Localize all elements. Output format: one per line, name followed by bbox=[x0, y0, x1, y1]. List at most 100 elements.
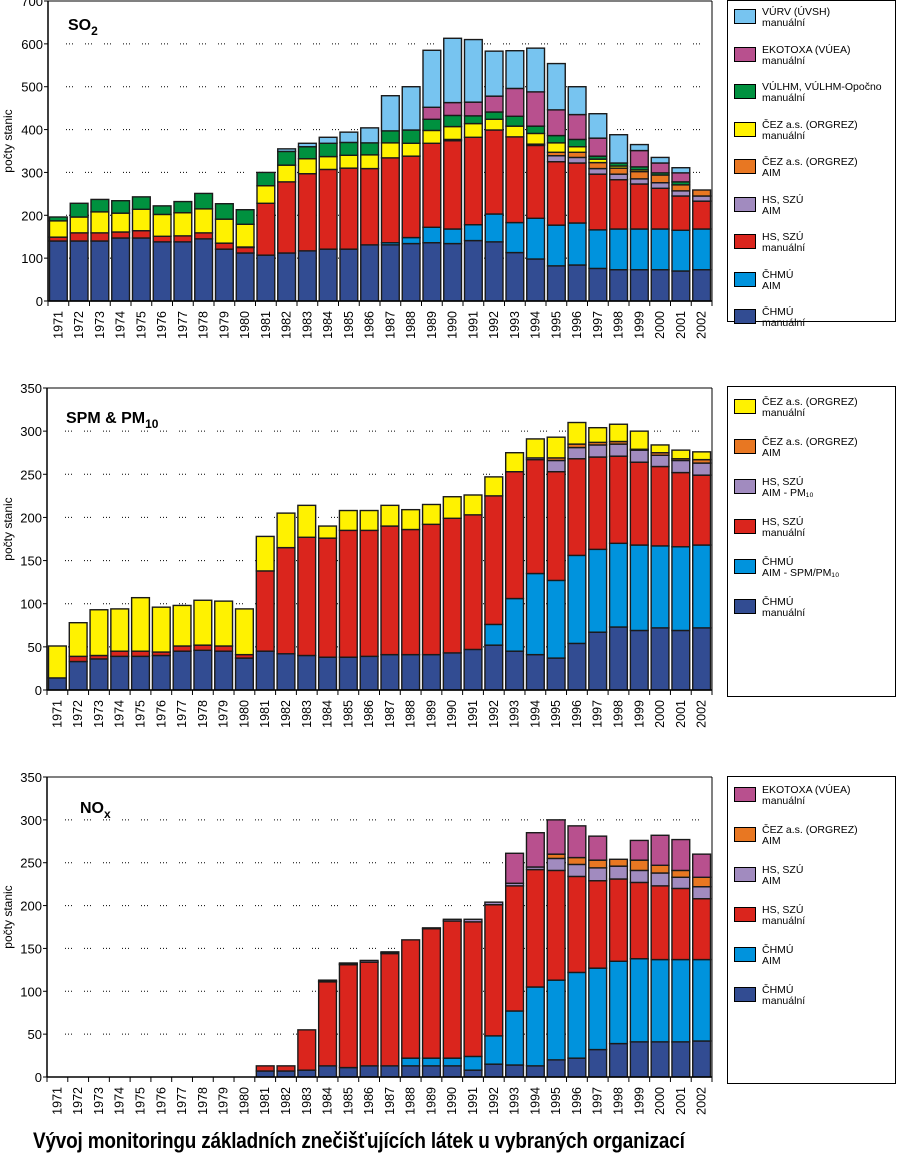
bar-segment-cez_man bbox=[484, 118, 504, 131]
bar-segment-chmu_man bbox=[317, 656, 338, 691]
y-tick-label: 150 bbox=[20, 941, 42, 956]
legend-item-hs_aim: HS, SZÚ AIM bbox=[734, 865, 803, 887]
bar-segment-cez_man bbox=[525, 438, 545, 459]
bar-segment-vurv_man bbox=[609, 134, 629, 164]
x-tick-label: 1976 bbox=[155, 311, 169, 339]
bar-segment-hs_man bbox=[256, 202, 276, 256]
legend-label-line1: ČEZ a.s. (ORGREZ) bbox=[762, 118, 858, 131]
bar-segment-hs_man bbox=[484, 129, 504, 215]
bar-segment-chmu_man bbox=[297, 654, 317, 691]
x-tick-label: 1977 bbox=[176, 311, 190, 339]
bar-segment-hs_man bbox=[214, 242, 234, 250]
bar-segment-chmu_man bbox=[401, 242, 421, 302]
bar-segment-hs_aim bbox=[567, 863, 587, 878]
bar-segment-hs_man bbox=[68, 655, 88, 663]
x-tick-label: 1981 bbox=[259, 311, 273, 339]
legend-swatch bbox=[734, 479, 756, 494]
x-tick-label: 1971 bbox=[51, 311, 65, 339]
bar-segment-ekotoxa_man bbox=[629, 839, 649, 861]
x-tick-label: 1978 bbox=[196, 1087, 210, 1115]
x-tick-label: 1972 bbox=[71, 700, 85, 728]
bar-segment-cez_man bbox=[567, 421, 587, 445]
bar-segment-cez_man bbox=[110, 608, 130, 652]
x-tick-label: 1981 bbox=[258, 700, 272, 728]
bar-segment-chmu_aim bbox=[588, 229, 608, 270]
y-tick-label: 200 bbox=[20, 510, 42, 525]
x-tick-label: 1976 bbox=[154, 1087, 168, 1115]
legend-label-line1: ČHMÚ bbox=[762, 596, 794, 608]
bar-segment-vulhm_man bbox=[111, 200, 131, 214]
x-tick-label: 1974 bbox=[113, 1087, 127, 1115]
y-axis-label: počty stanic bbox=[1, 497, 15, 560]
bar-segment-cez_man bbox=[318, 155, 338, 171]
legend-swatch bbox=[734, 519, 756, 534]
bar-segment-vurv_man bbox=[650, 156, 670, 164]
bar-segment-vulhm_man bbox=[194, 192, 214, 210]
bar-segment-cez_man bbox=[194, 208, 214, 234]
bar-segment-ekotoxa_man bbox=[650, 162, 670, 174]
bar-segment-chmu_man bbox=[47, 677, 67, 691]
bar-segment-chmu_aim bbox=[567, 222, 587, 266]
x-tick-label: 1987 bbox=[383, 311, 397, 339]
bar-segment-hs_man bbox=[255, 1065, 275, 1072]
legend-label-line1: ČEZ a.s. (ORGREZ) bbox=[762, 436, 858, 448]
bar-segment-cez_aim bbox=[629, 859, 649, 872]
legend-swatch bbox=[734, 309, 756, 324]
bar-segment-cez_man bbox=[152, 213, 172, 237]
x-tick-label: 1995 bbox=[549, 700, 563, 728]
legend-label-line1: ČHMÚ bbox=[762, 984, 794, 996]
legend-label-line1: ČHMÚ bbox=[762, 268, 794, 281]
bar-segment-chmu_man bbox=[152, 241, 172, 302]
bar-segment-hs_man bbox=[588, 456, 608, 551]
legend-label-line2: manuální bbox=[762, 242, 806, 254]
legend-label-line1: HS, SZÚ bbox=[762, 231, 804, 243]
chart-title-subscript: 10 bbox=[145, 417, 159, 431]
y-tick-label: 250 bbox=[20, 856, 42, 871]
bar-segment-cez_man bbox=[671, 449, 691, 460]
bar-segment-chmu_man bbox=[255, 1070, 275, 1078]
bar-segment-hs_man bbox=[567, 458, 587, 557]
legend-swatch bbox=[734, 907, 756, 922]
bar-segment-chmu_man bbox=[504, 650, 525, 691]
bar-segment-vurv_man bbox=[463, 38, 483, 103]
legend-swatch bbox=[734, 196, 756, 212]
x-tick-label: 1989 bbox=[424, 1087, 438, 1115]
x-tick-label: 1989 bbox=[424, 700, 438, 728]
bar-segment-vulhm_man bbox=[546, 134, 566, 144]
legend-label-line2: manuální bbox=[762, 317, 806, 329]
x-tick-label: 1987 bbox=[383, 1087, 397, 1115]
bar-segment-ekotoxa_man bbox=[443, 101, 463, 117]
bar-segment-chmu_aim bbox=[671, 229, 691, 272]
bar-segment-ekotoxa_man bbox=[484, 95, 504, 113]
legend-item-cez_man: ČEZ a.s. (ORGREZ) manuální bbox=[734, 397, 858, 419]
legend-label: HS, SZÚ AIM bbox=[762, 194, 803, 217]
bar-segment-chmu_man bbox=[276, 1070, 296, 1078]
bar-segment-chmu_man bbox=[68, 660, 88, 691]
bar-segment-chmu_aim bbox=[484, 213, 504, 243]
legend-swatch bbox=[734, 987, 756, 1002]
bar-segment-cez_aim bbox=[671, 869, 691, 878]
bar-segment-chmu_aim bbox=[546, 224, 566, 267]
bar-segment-cez_man bbox=[608, 423, 629, 443]
bar-segment-hs_man bbox=[505, 136, 525, 224]
bar-segment-hs_man bbox=[525, 458, 545, 575]
spm-legend: ČEZ a.s. (ORGREZ) manuální ČEZ a.s. (ORGRE… bbox=[727, 386, 896, 697]
x-tick-label: 1979 bbox=[217, 1087, 231, 1115]
x-tick-label: 1982 bbox=[279, 700, 293, 728]
bar-segment-cez_man bbox=[650, 444, 670, 454]
bar-segment-hs_aim bbox=[463, 918, 483, 923]
legend-label-line1: EKOTOXA (VÚEA) bbox=[762, 784, 851, 796]
bar-segment-hs_man bbox=[130, 650, 151, 658]
legend-item-hs_aim: HS, SZÚ AIM bbox=[734, 194, 803, 217]
bar-segment-chmu_man bbox=[443, 242, 463, 302]
bar-segment-hs_man bbox=[276, 1065, 296, 1072]
bar-segment-ekotoxa_man bbox=[692, 853, 712, 878]
bar-segment-hs_man bbox=[504, 885, 525, 1012]
x-tick-label: 2001 bbox=[674, 311, 688, 339]
x-tick-label: 1982 bbox=[279, 1087, 293, 1115]
x-tick-label: 1992 bbox=[487, 1087, 501, 1115]
bar-segment-chmu_man bbox=[588, 1048, 608, 1078]
bar-segment-hs_man bbox=[567, 875, 587, 974]
bar-segment-cez_man bbox=[255, 535, 275, 572]
legend-label-line1: ČHMÚ bbox=[762, 306, 794, 318]
